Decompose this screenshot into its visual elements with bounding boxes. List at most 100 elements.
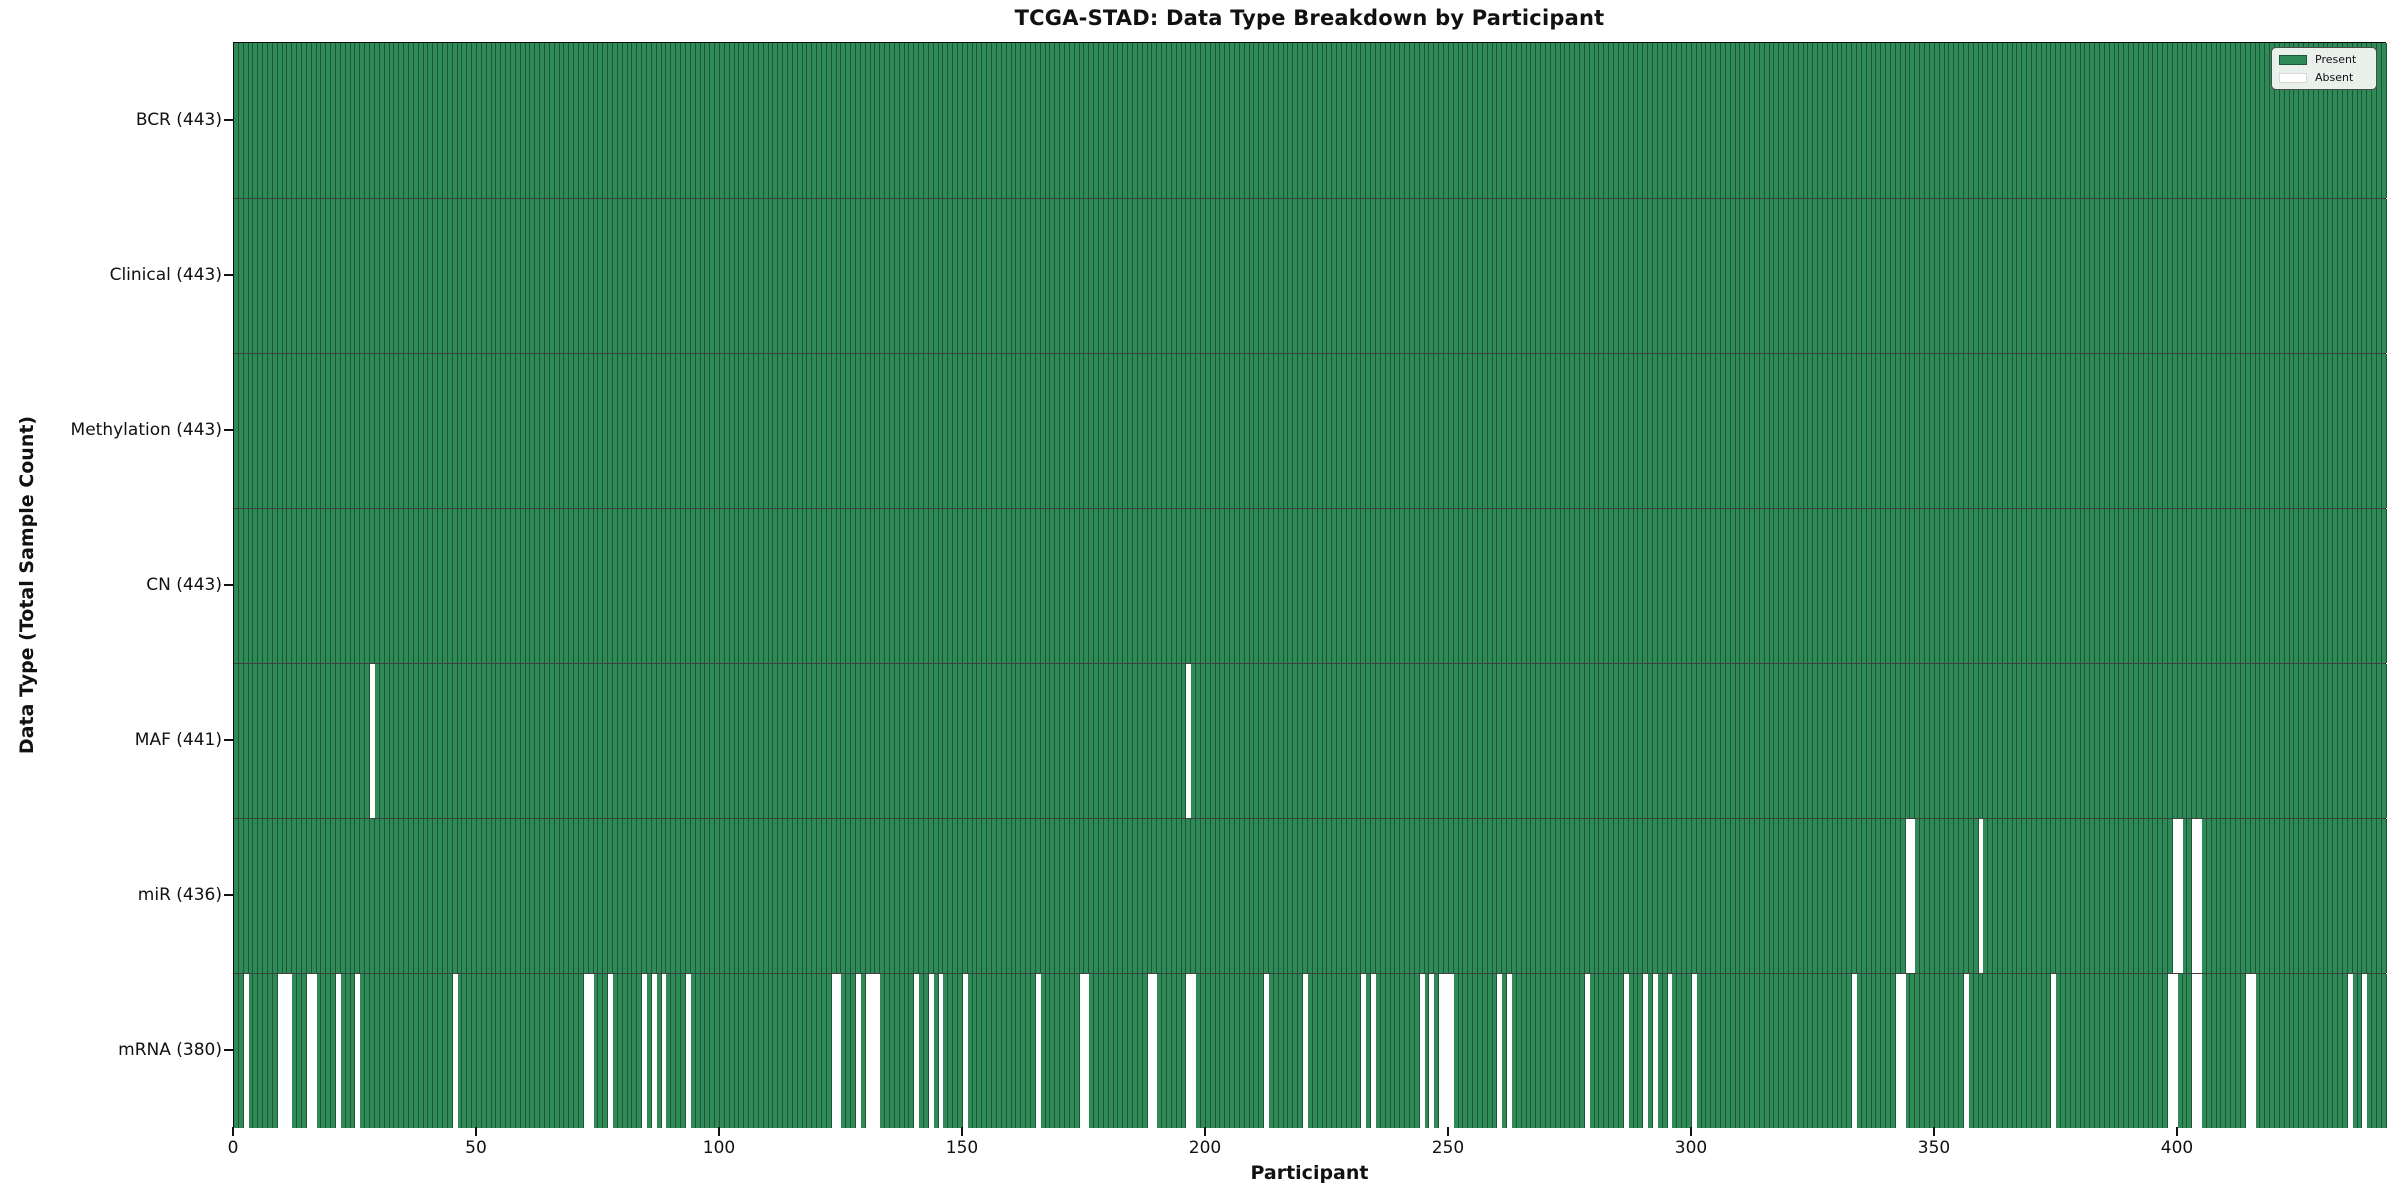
heatmap-cell — [442, 509, 448, 663]
heatmap-cell — [996, 664, 1002, 818]
heatmap-cell — [890, 509, 895, 663]
heatmap-cell — [1103, 43, 1109, 198]
heatmap-cell — [651, 43, 657, 198]
heatmap-cell — [1132, 974, 1138, 1128]
heatmap-cell — [1968, 509, 1974, 663]
heatmap-cell — [2323, 509, 2329, 663]
heatmap-cell — [1298, 509, 1304, 663]
heatmap-cell — [676, 354, 682, 508]
heatmap-cell — [1876, 664, 1882, 818]
heatmap-cell — [885, 819, 891, 973]
heatmap-cell — [1725, 664, 1731, 818]
heatmap-cell — [515, 509, 521, 663]
heatmap-cell — [622, 664, 628, 818]
heatmap-cell — [962, 199, 968, 353]
heatmap-cell — [1259, 664, 1265, 818]
heatmap-cell — [272, 509, 278, 663]
present-swatch-icon — [2279, 54, 2307, 65]
heatmap-cell — [671, 664, 677, 818]
heatmap-cell — [1108, 43, 1114, 198]
heatmap-cell — [1832, 509, 1838, 663]
heatmap-cell — [1983, 974, 1989, 1128]
heatmap-cell — [642, 43, 648, 198]
heatmap-cell — [846, 974, 852, 1128]
heatmap-cell — [1604, 664, 1610, 818]
heatmap-cell — [2148, 974, 2154, 1128]
heatmap-cell — [457, 43, 463, 198]
heatmap-cell — [306, 354, 312, 508]
heatmap-cell — [1196, 819, 1202, 973]
heatmap-cell — [1312, 509, 1318, 663]
heatmap-cell — [1074, 199, 1080, 353]
heatmap-cell — [462, 199, 468, 353]
heatmap-cell — [632, 43, 638, 198]
heatmap-cell — [2202, 199, 2207, 353]
heatmap-cell — [1298, 43, 1304, 198]
heatmap-cell — [428, 974, 434, 1128]
heatmap-cell — [681, 664, 686, 818]
heatmap-cell — [1283, 354, 1289, 508]
heatmap-cell — [1628, 354, 1634, 508]
heatmap-cell — [1006, 819, 1012, 973]
heatmap-cell — [2255, 354, 2261, 508]
heatmap-cell — [1502, 819, 1508, 973]
heatmap-cell — [919, 509, 925, 663]
heatmap-cell — [297, 43, 303, 198]
heatmap-cell — [1691, 354, 1697, 508]
heatmap-cell — [2333, 819, 2339, 973]
heatmap-cell — [467, 43, 473, 198]
heatmap-cell — [1589, 974, 1595, 1128]
heatmap-cell — [2168, 199, 2173, 353]
heatmap-cell — [656, 354, 662, 508]
heatmap-cell — [277, 819, 283, 973]
heatmap-cell — [2148, 43, 2154, 198]
heatmap-cell — [2056, 509, 2062, 663]
heatmap-cell — [685, 819, 691, 973]
heatmap-cell — [656, 199, 662, 353]
heatmap-cell — [302, 974, 307, 1128]
heatmap-cell — [1779, 199, 1785, 353]
heatmap-cell — [2168, 819, 2173, 973]
heatmap-cell — [588, 509, 594, 663]
heatmap-cell — [2041, 43, 2047, 198]
heatmap-cell — [2338, 664, 2343, 818]
heatmap-cell — [977, 43, 983, 198]
heatmap-cell — [715, 509, 720, 663]
heatmap-cell — [297, 664, 303, 818]
heatmap-cell — [666, 199, 672, 353]
heatmap-cell — [1842, 819, 1848, 973]
heatmap-cell — [1273, 199, 1279, 353]
heatmap-cell — [574, 664, 580, 818]
heatmap-cell — [1803, 509, 1809, 663]
heatmap-cell — [1055, 354, 1061, 508]
heatmap-cell — [2318, 819, 2324, 973]
heatmap-cell — [370, 664, 375, 818]
heatmap-cell — [1429, 819, 1435, 973]
heatmap-cell — [875, 974, 881, 1128]
heatmap-cell — [1050, 509, 1056, 663]
heatmap-cell — [1823, 974, 1828, 1128]
heatmap-cell — [1030, 43, 1036, 198]
heatmap-cell — [2304, 43, 2309, 198]
heatmap-cell — [287, 509, 293, 663]
heatmap-cell — [1191, 819, 1197, 973]
heatmap-cell — [1842, 199, 1848, 353]
heatmap-cell — [1060, 509, 1065, 663]
heatmap-cell — [967, 43, 973, 198]
heatmap-cell — [501, 664, 507, 818]
heatmap-cell — [1021, 819, 1027, 973]
heatmap-cell — [2304, 509, 2309, 663]
heatmap-cell — [1123, 974, 1129, 1128]
heatmap-cell — [1478, 43, 1483, 198]
heatmap-cell — [2318, 664, 2324, 818]
heatmap-cell — [408, 199, 414, 353]
heatmap-cell — [1434, 974, 1440, 1128]
heatmap-cell — [2372, 974, 2377, 1128]
heatmap-cell — [2080, 43, 2086, 198]
heatmap-cell — [525, 354, 531, 508]
heatmap-cell — [1832, 199, 1838, 353]
heatmap-cell — [1682, 199, 1687, 353]
heatmap-cell — [2124, 664, 2130, 818]
heatmap-cell — [2027, 974, 2032, 1128]
heatmap-cell — [2168, 354, 2173, 508]
